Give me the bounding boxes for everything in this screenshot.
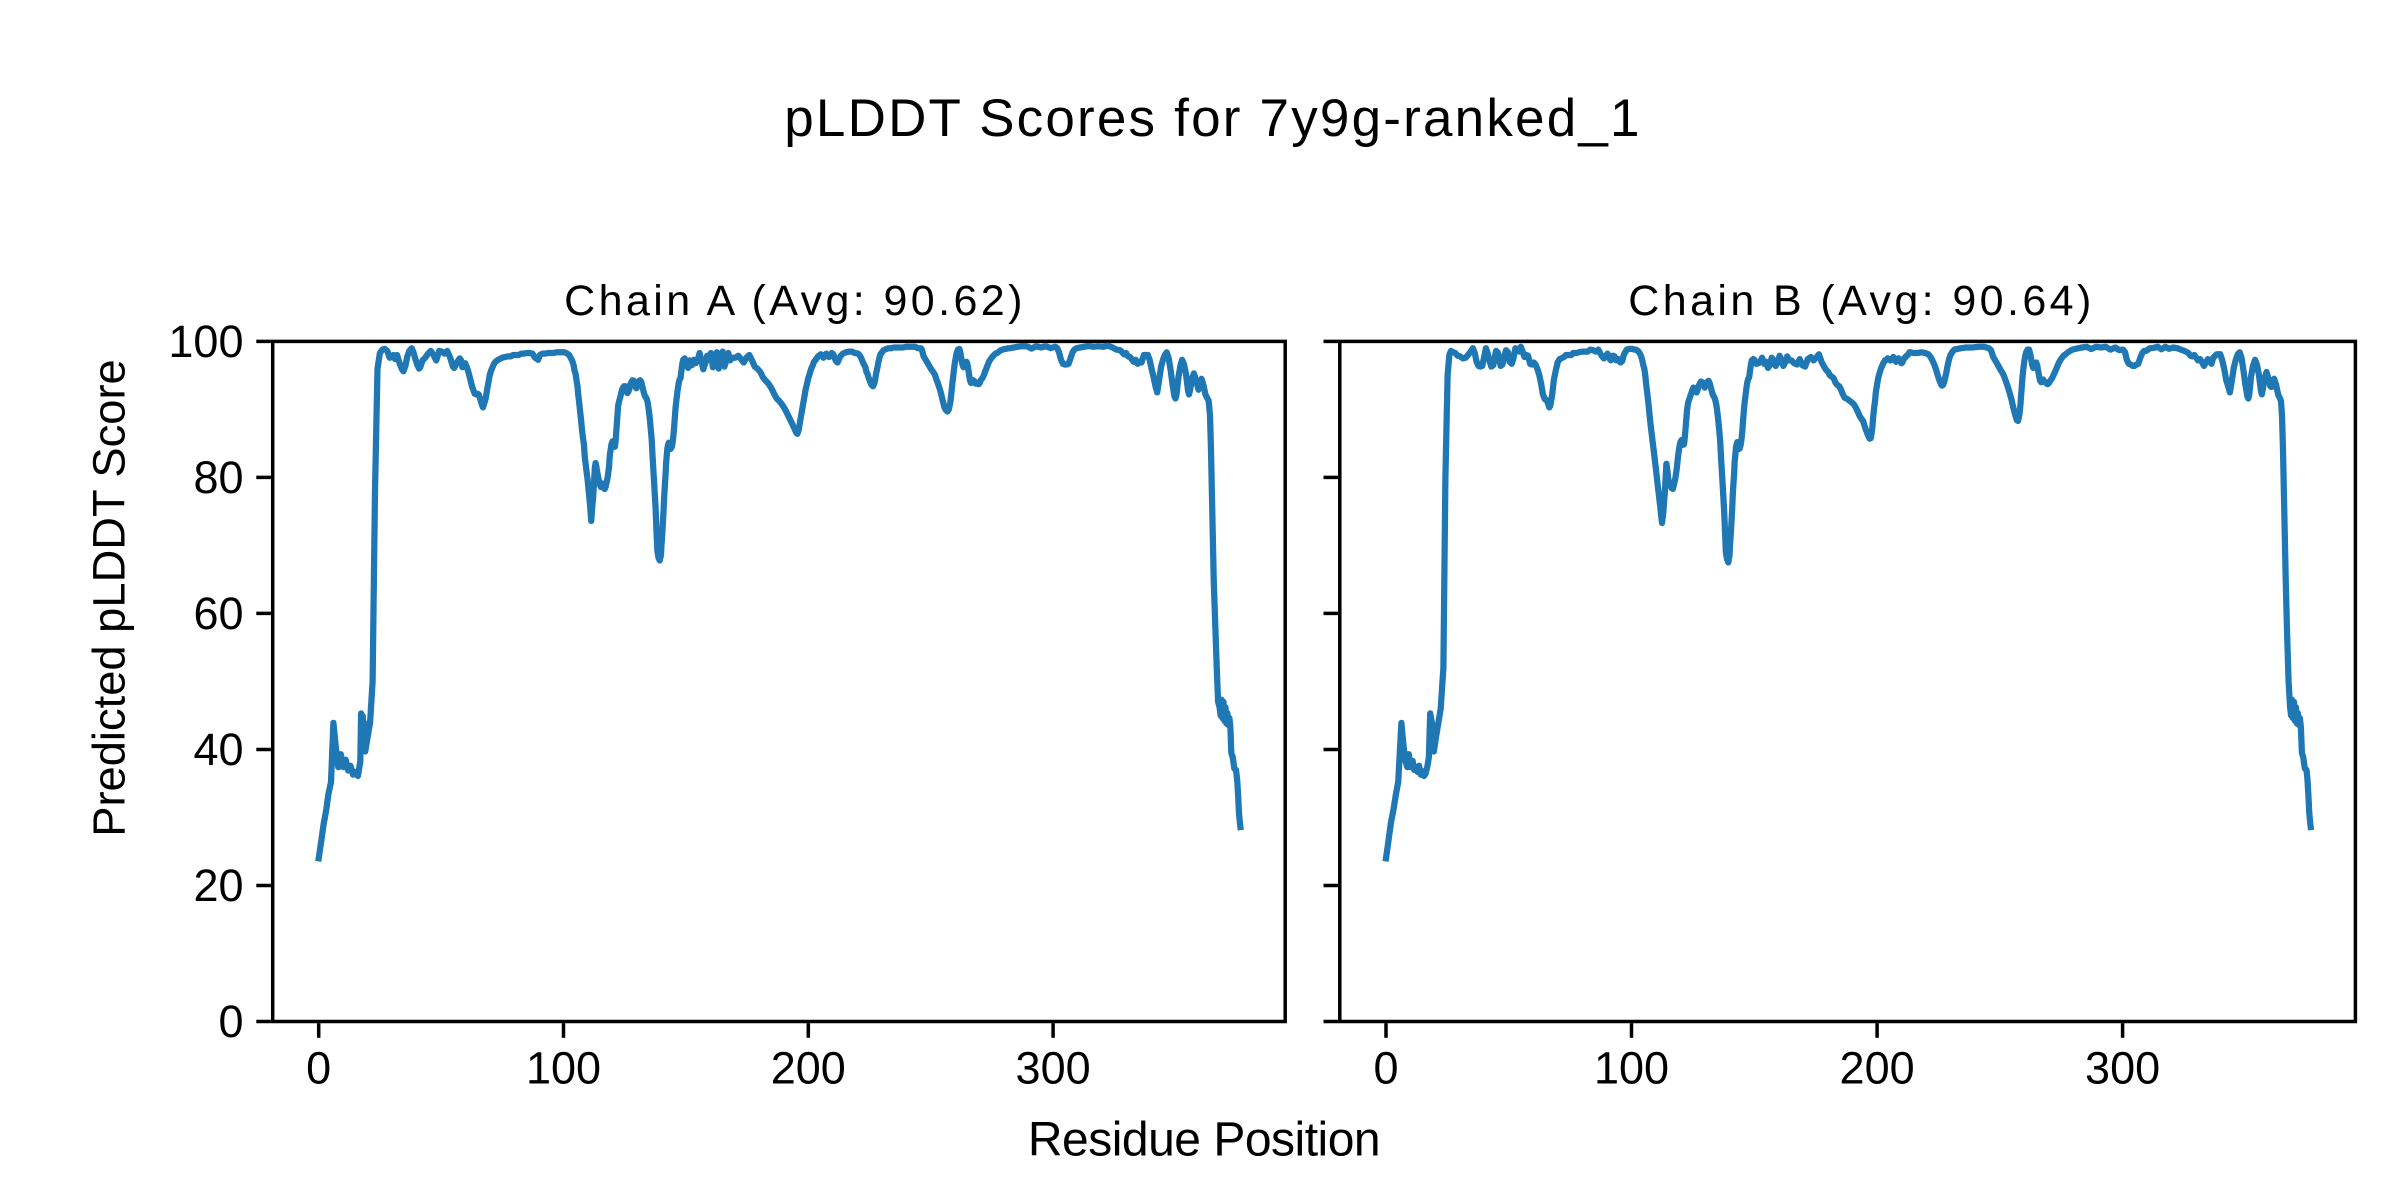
svg-text:100: 100 bbox=[168, 316, 243, 367]
svg-text:0: 0 bbox=[1373, 1043, 1398, 1094]
svg-text:200: 200 bbox=[1840, 1043, 1915, 1094]
svg-text:Chain A (Avg: 90.62): Chain A (Avg: 90.62) bbox=[564, 277, 1026, 325]
svg-text:40: 40 bbox=[193, 724, 243, 775]
svg-text:pLDDT Scores for 7y9g-ranked_1: pLDDT Scores for 7y9g-ranked_1 bbox=[784, 89, 1641, 148]
svg-text:100: 100 bbox=[1594, 1043, 1669, 1094]
svg-text:100: 100 bbox=[526, 1043, 601, 1094]
svg-text:Predicted pLDDT Score: Predicted pLDDT Score bbox=[84, 359, 135, 837]
svg-text:0: 0 bbox=[218, 996, 243, 1047]
svg-text:Residue Position: Residue Position bbox=[1028, 1114, 1380, 1167]
svg-text:Chain B (Avg: 90.64): Chain B (Avg: 90.64) bbox=[1628, 277, 2094, 325]
svg-text:60: 60 bbox=[193, 588, 243, 639]
svg-text:200: 200 bbox=[771, 1043, 846, 1094]
svg-text:0: 0 bbox=[306, 1043, 331, 1094]
svg-text:300: 300 bbox=[2085, 1043, 2160, 1094]
svg-text:80: 80 bbox=[193, 452, 243, 503]
svg-text:300: 300 bbox=[1016, 1043, 1091, 1094]
svg-text:20: 20 bbox=[193, 860, 243, 911]
